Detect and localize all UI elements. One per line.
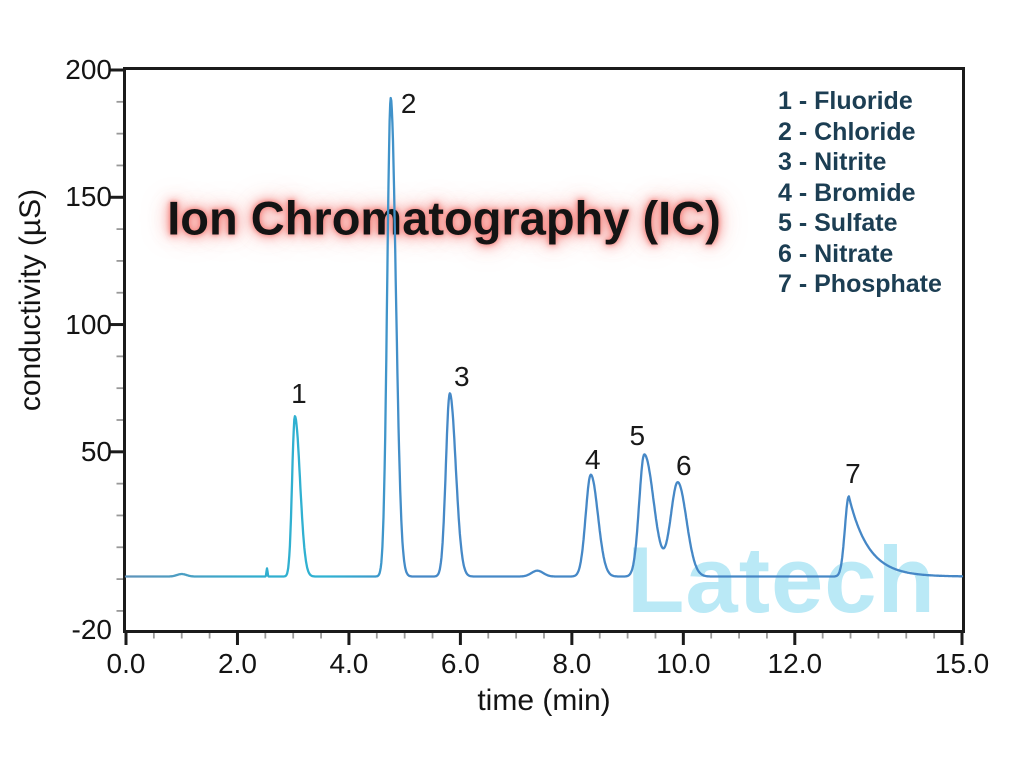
x-tick-label: 12.0: [767, 648, 823, 679]
peak-label-phosphate: 7: [845, 458, 861, 490]
legend: 1 - Fluoride 2 - Chloride 3 - Nitrite 4 - B…: [778, 86, 942, 300]
peak-label-chloride: 2: [400, 88, 417, 119]
legend-item: 3 - Nitrite: [778, 148, 887, 176]
x-tick-label: 4.0: [329, 648, 369, 679]
y-tick-label: -20: [71, 614, 112, 645]
y-tick-label: 150: [65, 181, 112, 213]
legend-item: 6 - Nitrate: [778, 239, 894, 268]
legend-item: 2 - Chloride: [778, 117, 916, 146]
y-axis-title: conductivity (µS): [14, 188, 47, 412]
x-axis-title: time (min): [477, 684, 611, 717]
x-tick-label: 15.0: [934, 648, 990, 679]
legend-item: 5 - Sulfate: [778, 209, 898, 237]
peak-label-sulfate: 5: [629, 420, 646, 452]
legend-item: 4 - Bromide: [778, 178, 916, 207]
legend-item: 7 - Phosphate: [778, 270, 942, 298]
watermark-latech: Latech: [627, 527, 936, 632]
axis-ticks: [110, 68, 964, 645]
plot-frame: [123, 67, 965, 633]
x-tick-label: 0.0: [106, 648, 146, 679]
legend-item: 1 - Fluoride: [778, 87, 913, 115]
x-tick-label: 2.0: [217, 648, 257, 679]
chart-title: Ion Chromatography (IC): [167, 191, 721, 245]
peak-label-bromide: 4: [585, 443, 601, 475]
x-tick-label: 10.0: [656, 648, 711, 679]
y-tick-label: 50: [80, 435, 112, 467]
peak-label-fluoride: 1: [291, 378, 307, 410]
peak-label-nitrite: 3: [454, 361, 470, 393]
y-tick-label: 100: [65, 308, 112, 340]
y-tick-label: 200: [65, 54, 112, 85]
x-tick-label: 8.0: [552, 648, 592, 679]
chromatogram-trace: [124, 96, 964, 578]
peak-label-nitrate: 6: [675, 450, 692, 482]
x-tick-label: 6.0: [440, 648, 480, 679]
